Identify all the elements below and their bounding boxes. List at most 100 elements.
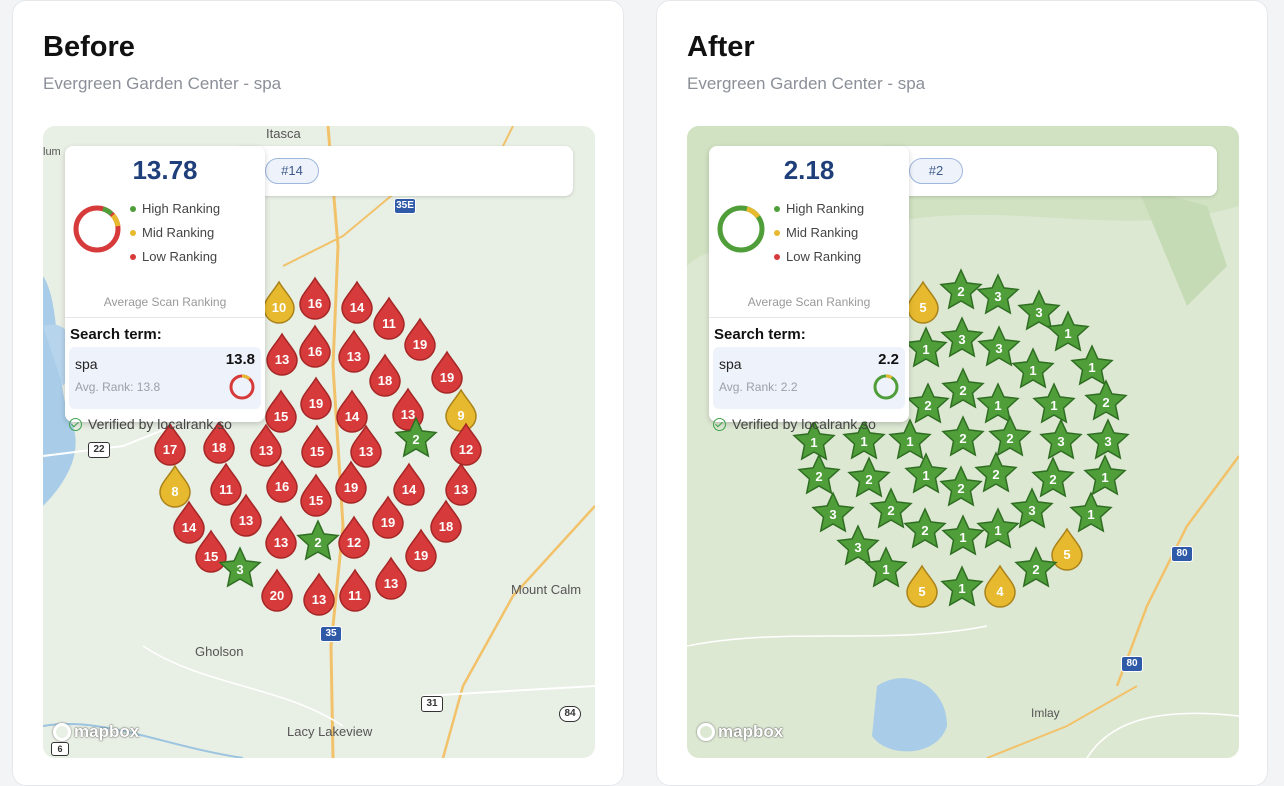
rank-marker-label: 2 xyxy=(1049,472,1056,487)
rank-marker-high[interactable]: 1 xyxy=(904,452,948,494)
rank-marker-low[interactable]: 18 xyxy=(430,499,462,543)
rank-marker-low[interactable]: 17 xyxy=(154,422,186,466)
rank-marker-low[interactable]: 16 xyxy=(299,324,331,368)
rank-marker-high[interactable]: 2 xyxy=(797,453,841,495)
rank-marker-low[interactable]: 11 xyxy=(373,296,405,340)
rank-marker-low[interactable]: 19 xyxy=(335,460,367,504)
rank-marker-high[interactable]: 2 xyxy=(988,415,1032,457)
rank-marker-high[interactable]: 1 xyxy=(941,514,985,556)
search-term-row[interactable]: spa 2.2 Avg. Rank: 2.2 xyxy=(713,347,905,409)
rank-marker-low[interactable]: 11 xyxy=(210,462,242,506)
rank-marker-high[interactable]: 1 xyxy=(1032,382,1076,424)
term-rank: 13.8 xyxy=(225,351,255,368)
rank-marker-high[interactable]: 2 xyxy=(847,456,891,498)
map-view[interactable]: Itasca lum Mount Calm Gholson Lacy Lakev… xyxy=(43,126,595,758)
rank-marker-low[interactable]: 14 xyxy=(336,389,368,433)
rank-marker-high[interactable]: 3 xyxy=(836,524,880,566)
rank-marker-low[interactable]: 14 xyxy=(341,280,373,324)
rank-marker-high[interactable]: 2 xyxy=(903,507,947,549)
rank-marker-high[interactable]: 1 xyxy=(940,565,984,607)
rank-marker-high[interactable]: 1 xyxy=(864,546,908,588)
rank-marker-high[interactable]: 2 xyxy=(394,416,438,458)
rank-marker-high[interactable]: 1 xyxy=(792,419,836,461)
rank-marker-mid[interactable]: 9 xyxy=(445,388,477,432)
rank-marker-high[interactable]: 1 xyxy=(904,326,948,368)
rank-marker-high[interactable]: 2 xyxy=(1084,379,1128,421)
rank-marker-label: 1 xyxy=(810,435,817,450)
rank-marker-high[interactable]: 2 xyxy=(906,382,950,424)
rank-marker-high[interactable]: 3 xyxy=(1086,418,1130,460)
rank-marker-low[interactable]: 15 xyxy=(265,389,297,433)
rank-marker-high[interactable]: 3 xyxy=(218,546,262,588)
rank-marker-mid[interactable]: 4 xyxy=(984,564,1016,608)
rank-marker-mid[interactable]: 10 xyxy=(263,280,295,324)
rank-marker-low[interactable]: 19 xyxy=(405,528,437,572)
rank-marker-low[interactable]: 13 xyxy=(265,515,297,559)
rank-marker-label: 15 xyxy=(204,549,218,564)
rank-marker-low[interactable]: 13 xyxy=(250,423,282,467)
rank-marker-low[interactable]: 19 xyxy=(404,317,436,361)
rank-marker-low[interactable]: 13 xyxy=(230,493,262,537)
rank-marker-low[interactable]: 15 xyxy=(195,529,227,573)
rank-marker-high[interactable]: 1 xyxy=(1069,491,1113,533)
rank-marker-high[interactable]: 2 xyxy=(939,268,983,310)
rank-marker-high[interactable]: 3 xyxy=(1010,487,1054,529)
rank-marker-low[interactable]: 16 xyxy=(266,459,298,503)
rank-marker-low[interactable]: 15 xyxy=(301,424,333,468)
place-label: Mount Calm xyxy=(511,582,582,597)
rank-marker-low[interactable]: 14 xyxy=(173,500,205,544)
rank-marker-low[interactable]: 12 xyxy=(450,422,482,466)
rank-marker-low[interactable]: 19 xyxy=(372,495,404,539)
rank-marker-high[interactable]: 2 xyxy=(941,367,985,409)
rank-marker-mid[interactable]: 5 xyxy=(907,280,939,324)
rank-marker-high[interactable]: 3 xyxy=(811,491,855,533)
rank-chip[interactable]: #14 xyxy=(265,158,319,184)
rank-marker-low[interactable]: 13 xyxy=(266,332,298,376)
rank-marker-low[interactable]: 16 xyxy=(299,276,331,320)
rank-marker-low[interactable]: 12 xyxy=(338,515,370,559)
rank-marker-high[interactable]: 3 xyxy=(940,316,984,358)
rank-marker-high[interactable]: 2 xyxy=(1014,546,1058,588)
rank-marker-low[interactable]: 13 xyxy=(338,329,370,373)
rank-marker-label: 2 xyxy=(992,467,999,482)
rank-marker-label: 17 xyxy=(163,442,177,457)
rank-marker-low[interactable]: 18 xyxy=(369,353,401,397)
rank-marker-low[interactable]: 20 xyxy=(261,568,293,612)
rank-marker-high[interactable]: 1 xyxy=(1046,310,1090,352)
rank-marker-low[interactable]: 13 xyxy=(445,462,477,506)
rank-marker-mid[interactable]: 5 xyxy=(906,564,938,608)
rank-marker-high[interactable]: 1 xyxy=(1011,347,1055,389)
rank-marker-low[interactable]: 19 xyxy=(431,350,463,394)
rank-marker-low[interactable]: 14 xyxy=(393,462,425,506)
rank-marker-high[interactable]: 3 xyxy=(976,273,1020,315)
rank-marker-high[interactable]: 3 xyxy=(1039,418,1083,460)
rank-marker-label: 2 xyxy=(1032,562,1039,577)
rank-marker-high[interactable]: 1 xyxy=(1070,344,1114,386)
search-term-row[interactable]: spa 13.8 Avg. Rank: 13.8 xyxy=(69,347,261,409)
rank-marker-high[interactable]: 2 xyxy=(869,487,913,529)
rank-marker-high[interactable]: 2 xyxy=(296,519,340,561)
rank-marker-mid[interactable]: 5 xyxy=(1051,527,1083,571)
rank-marker-high[interactable]: 1 xyxy=(976,382,1020,424)
rank-marker-high[interactable]: 2 xyxy=(974,451,1018,493)
rank-marker-mid[interactable]: 8 xyxy=(159,464,191,508)
rank-marker-low[interactable]: 13 xyxy=(303,572,335,616)
rank-marker-low[interactable]: 13 xyxy=(375,556,407,600)
rank-marker-high[interactable]: 2 xyxy=(939,465,983,507)
rank-chip[interactable]: #2 xyxy=(909,158,963,184)
rank-marker-high[interactable]: 2 xyxy=(941,415,985,457)
rank-marker-high[interactable]: 1 xyxy=(888,418,932,460)
rank-marker-high[interactable]: 3 xyxy=(977,325,1021,367)
rank-marker-low[interactable]: 19 xyxy=(300,376,332,420)
rank-marker-low[interactable]: 15 xyxy=(300,473,332,517)
rank-marker-high[interactable]: 2 xyxy=(1031,456,1075,498)
rank-marker-low[interactable]: 13 xyxy=(350,424,382,468)
rank-marker-high[interactable]: 1 xyxy=(842,418,886,460)
rank-marker-high[interactable]: 3 xyxy=(1017,289,1061,331)
rank-marker-low[interactable]: 18 xyxy=(203,420,235,464)
legend-item-high: High Ranking xyxy=(774,197,864,221)
rank-marker-high[interactable]: 1 xyxy=(976,507,1020,549)
rank-marker-low[interactable]: 11 xyxy=(339,568,371,612)
rank-marker-high[interactable]: 1 xyxy=(1083,454,1127,496)
